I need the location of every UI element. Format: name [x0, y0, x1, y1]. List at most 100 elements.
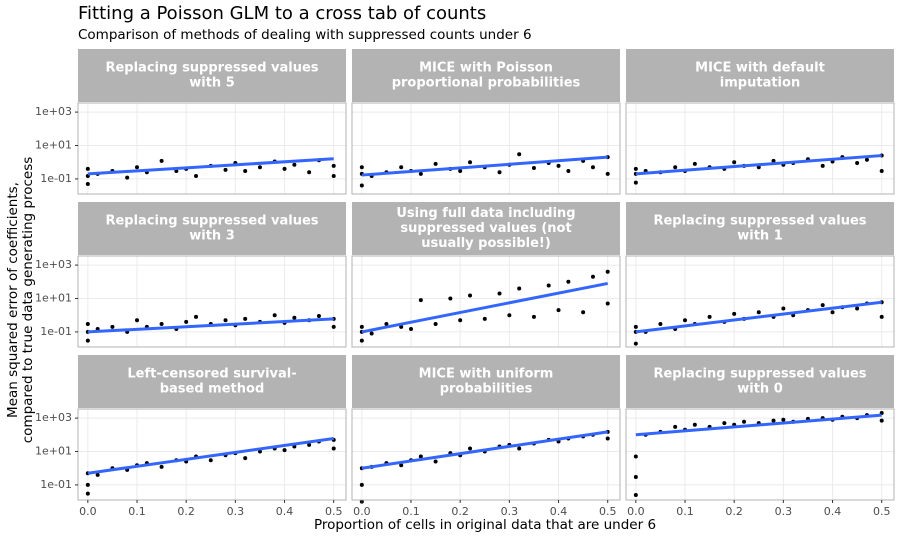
panel-plot	[78, 409, 346, 500]
strip	[78, 49, 346, 102]
data-point	[359, 324, 364, 329]
panel-background	[352, 103, 620, 194]
panel-plot	[626, 256, 894, 347]
y-tick-label: 1e-01	[40, 325, 72, 338]
data-point	[517, 286, 522, 291]
x-axis-label: Proportion of cells in original data tha…	[314, 517, 656, 533]
panel-plot	[352, 103, 620, 194]
strip	[626, 355, 894, 408]
panel-border	[351, 102, 621, 195]
data-point	[590, 274, 595, 279]
x-tick-label: 0.1	[402, 505, 420, 518]
data-point	[399, 324, 404, 329]
x-tick-label: 0.0	[79, 505, 97, 518]
y-tick-label: 1e+01	[35, 139, 72, 152]
x-tick-label: 0.4	[276, 505, 294, 518]
x-tick-label: 0.3	[501, 505, 519, 518]
x-tick-label: 0.5	[873, 505, 891, 518]
data-point	[633, 180, 638, 185]
data-point	[359, 338, 364, 343]
data-point	[879, 314, 884, 319]
panel-title: based method	[160, 382, 265, 397]
data-point	[879, 418, 884, 423]
data-point	[556, 308, 561, 313]
data-point	[282, 448, 287, 453]
data-point	[633, 166, 638, 171]
strip	[352, 49, 620, 102]
data-point	[692, 422, 697, 427]
data-point	[855, 160, 860, 165]
panel-title: Replacing suppressed values	[653, 367, 866, 382]
chart-subtitle: Comparison of methods of dealing with su…	[78, 27, 532, 43]
x-tick-label: 0.3	[227, 505, 245, 518]
data-point	[566, 279, 571, 284]
panel-title: Replacing suppressed values	[653, 214, 866, 229]
data-point	[292, 162, 297, 167]
data-point	[384, 321, 389, 326]
data-point	[633, 324, 638, 329]
data-point	[497, 170, 502, 175]
panel-border	[625, 408, 895, 501]
data-point	[673, 165, 678, 170]
data-point	[531, 166, 536, 171]
x-tick-label: 0.0	[353, 505, 371, 518]
panel-plot	[78, 103, 346, 194]
y-axis-label: compared to true data generating process	[20, 157, 36, 444]
data-point	[448, 296, 453, 301]
data-point	[546, 283, 551, 288]
data-point	[409, 326, 414, 331]
data-point	[85, 321, 90, 326]
fit-line	[361, 430, 608, 470]
panel-title: suppressed values (not	[400, 221, 571, 236]
data-point	[316, 313, 321, 318]
data-point	[820, 303, 825, 308]
data-point	[864, 157, 869, 162]
data-point	[194, 173, 199, 178]
data-point	[771, 418, 776, 423]
data-point	[85, 166, 90, 171]
x-tick-label: 0.0	[627, 505, 645, 518]
x-tick-label: 0.5	[599, 505, 617, 518]
panel-title: Replacing suppressed values	[105, 214, 318, 229]
data-point	[243, 168, 248, 173]
panel-plot	[352, 256, 620, 347]
data-point	[418, 171, 423, 176]
fit-line	[87, 157, 334, 176]
data-point	[683, 318, 688, 323]
data-point	[458, 168, 463, 173]
panel-title: Replacing suppressed values	[105, 61, 318, 76]
fit-line	[635, 300, 882, 334]
data-point	[95, 472, 100, 477]
fit-line	[361, 155, 608, 177]
data-point	[223, 167, 228, 172]
data-point	[658, 321, 663, 326]
data-point	[605, 269, 610, 274]
panel-title: proportional probabilities	[392, 76, 581, 91]
data-point	[633, 474, 638, 479]
panel-title: MICE with uniform	[419, 367, 554, 382]
panel-border	[351, 408, 621, 501]
data-point	[307, 170, 312, 175]
data-point	[482, 316, 487, 321]
data-point	[633, 454, 638, 459]
data-point	[85, 491, 90, 496]
data-point	[359, 482, 364, 487]
data-point	[223, 318, 228, 323]
data-point	[85, 482, 90, 487]
x-tick-label: 0.4	[550, 505, 568, 518]
data-point	[243, 456, 248, 461]
panel-background	[78, 256, 346, 347]
data-point	[633, 492, 638, 497]
x-tick-label: 0.2	[177, 505, 195, 518]
data-point	[418, 298, 423, 303]
y-tick-label: 1e+03	[35, 258, 72, 271]
panel-title: with 1	[737, 229, 783, 244]
data-point	[272, 313, 277, 318]
x-tick-label: 0.1	[676, 505, 694, 518]
data-point	[742, 419, 747, 424]
data-point	[722, 421, 727, 426]
y-tick-label: 1e+03	[35, 411, 72, 424]
data-point	[581, 310, 586, 315]
x-tick-label: 0.3	[775, 505, 793, 518]
